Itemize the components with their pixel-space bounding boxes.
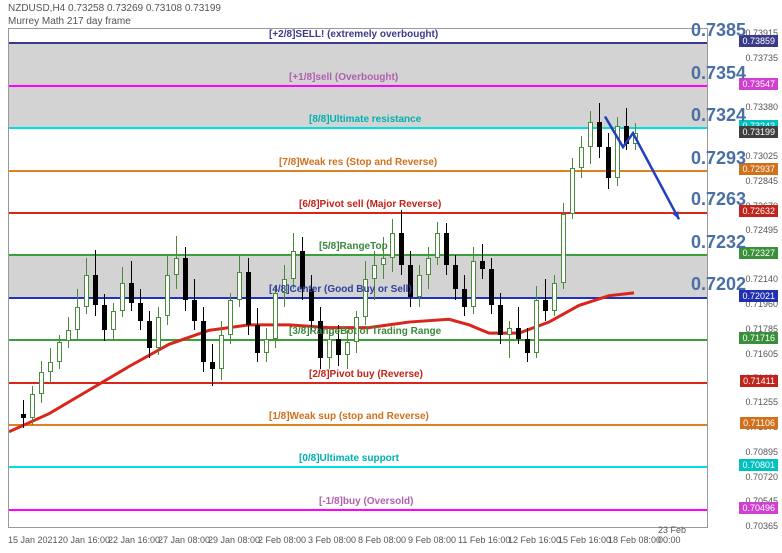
y-tick: 0.72495 (745, 225, 778, 235)
chart-header: NZDUSD,H4 0.73258 0.73269 0.73108 0.7319… (8, 3, 221, 14)
x-tick: 12 Feb 16:00 (508, 535, 561, 545)
chart-area[interactable]: R [+2/8]SELL! (extremely overbought)[+1/… (8, 28, 708, 528)
x-tick: 11 Feb 16:00 (458, 535, 510, 545)
big-price-label: 0.7293 (691, 148, 746, 169)
x-tick: 22 Jan 16:00 (108, 535, 160, 545)
y-axis: 0.739150.737350.735600.733800.732000.730… (712, 28, 782, 528)
x-tick: 15 Feb 16:00 (558, 535, 611, 545)
murrey-line (9, 297, 707, 299)
murrey-line (9, 509, 707, 511)
y-tick: 0.70895 (745, 447, 778, 457)
y-tick: 0.72845 (745, 176, 778, 186)
big-price-label: 0.7354 (691, 63, 746, 84)
price-badge: 0.71106 (740, 417, 778, 429)
murrey-line-label: [6/8]Pivot sell (Major Reverse) (299, 199, 441, 210)
big-price-label: 0.7324 (691, 105, 746, 126)
x-tick: 2 Feb 08:00 (258, 535, 306, 545)
x-tick: 18 Feb 08:00 (608, 535, 661, 545)
big-price-label: 0.7232 (691, 232, 746, 253)
x-tick: 8 Feb 08:00 (358, 535, 406, 545)
big-price-label: 0.7263 (691, 189, 746, 210)
x-tick: 20 Jan 16:00 (58, 535, 110, 545)
indicator-label: Murrey Math 217 day frame (8, 16, 131, 27)
murrey-line-label: [0/8]Ultimate support (299, 453, 399, 464)
y-tick: 0.72140 (745, 274, 778, 284)
murrey-line-label: [2/8]Pivot buy (Reverse) (309, 369, 423, 380)
price-badge: 0.70801 (739, 459, 778, 471)
murrey-line (9, 382, 707, 384)
y-tick: 0.70365 (745, 521, 778, 531)
y-tick: 0.70720 (745, 472, 778, 482)
murrey-line-label: [-1/8]buy (Oversold) (319, 496, 413, 507)
big-price-label: 0.7202 (691, 274, 746, 295)
x-tick: 27 Jan 08:00 (158, 535, 210, 545)
x-tick: 3 Feb 08:00 (308, 535, 356, 545)
y-tick: 0.73025 (745, 151, 778, 161)
ohlc-h: 0.73269 (107, 3, 143, 14)
x-axis: 15 Jan 202120 Jan 16:0022 Jan 16:0027 Ja… (8, 529, 708, 545)
y-tick: 0.71255 (745, 397, 778, 407)
murrey-line-label: [+1/8]sell (Overbought) (289, 72, 398, 83)
murrey-line (9, 466, 707, 468)
price-badge: 0.70496 (739, 502, 778, 514)
symbol-label: NZDUSD,H4 (8, 3, 65, 14)
price-badge: 0.73199 (739, 126, 778, 138)
ohlc-o: 0.73258 (68, 3, 104, 14)
y-tick: 0.73735 (745, 53, 778, 63)
murrey-line (9, 127, 707, 129)
murrey-line (9, 424, 707, 426)
y-tick: 0.73380 (745, 102, 778, 112)
x-tick: 29 Jan 08:00 (208, 535, 260, 545)
x-tick: 23 Feb 00:00 (658, 525, 708, 545)
x-tick: 9 Feb 08:00 (408, 535, 456, 545)
murrey-line (9, 85, 707, 87)
murrey-line-label: [1/8]Weak sup (stop and Reverse) (269, 411, 429, 422)
murrey-line-label: [3/8]RangeBot of Trading Range (289, 326, 441, 337)
ohlc-l: 0.73108 (146, 3, 182, 14)
murrey-line (9, 212, 707, 214)
big-price-label: 0.7385 (691, 20, 746, 41)
murrey-line-label: [8/8]Ultimate resistance (309, 114, 421, 125)
murrey-line (9, 170, 707, 172)
y-tick: 0.71605 (745, 349, 778, 359)
murrey-line-label: [+2/8]SELL! (extremely overbought) (269, 29, 438, 40)
murrey-line-label: [4/8]Center (Good Buy or Sell) (269, 284, 412, 295)
ohlc-c: 0.73199 (185, 3, 221, 14)
murrey-line (9, 254, 707, 256)
price-badge: 0.71716 (739, 332, 778, 344)
murrey-line-label: [7/8]Weak res (Stop and Reverse) (279, 157, 437, 168)
x-tick: 15 Jan 2021 (8, 535, 58, 545)
price-badge: 0.71411 (740, 375, 778, 387)
murrey-line-label: [5/8]RangeTop (319, 241, 388, 252)
murrey-line (9, 42, 707, 44)
